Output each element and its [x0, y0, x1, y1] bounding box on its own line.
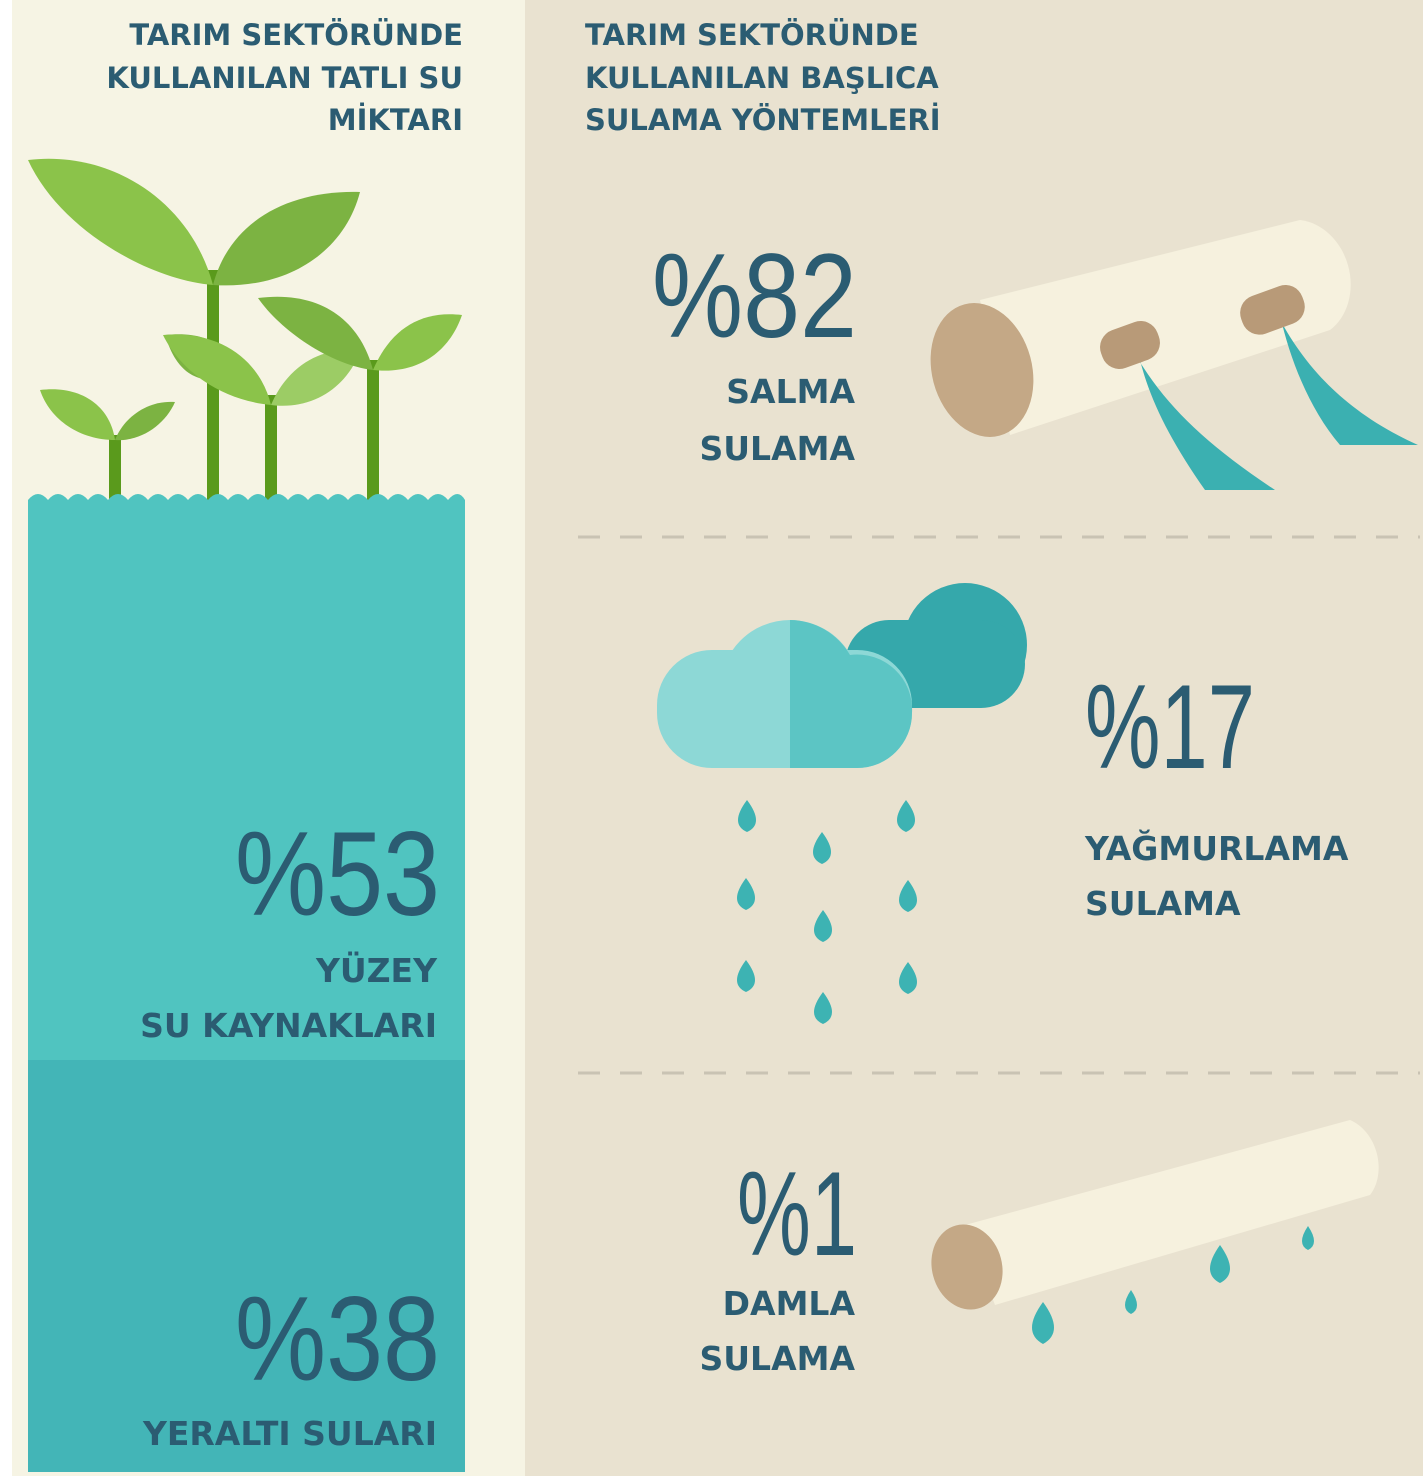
percent: %17 — [1085, 660, 1255, 794]
percent: %82 — [652, 229, 857, 363]
edge — [0, 0, 12, 1476]
label: SULAMA — [699, 1339, 855, 1378]
label: SULAMA — [699, 429, 855, 468]
title: KULLANILAN BAŞLICA — [585, 61, 939, 95]
label: YÜZEY — [315, 950, 438, 990]
title: TARIM SEKTÖRÜNDE — [129, 18, 463, 52]
percent: %38 — [235, 1272, 440, 1406]
infographic: TARIM SEKTÖRÜNDE KULLANILAN TATLI SU MİK… — [0, 0, 1423, 1476]
title: SULAMA YÖNTEMLERİ — [585, 103, 941, 137]
label: SULAMA — [1085, 884, 1241, 923]
ground-water — [28, 1060, 465, 1472]
label: SALMA — [726, 372, 855, 411]
label: YAĞMURLAMA — [1084, 828, 1349, 868]
label: SU KAYNAKLARI — [140, 1006, 437, 1045]
title: MİKTARI — [328, 103, 463, 137]
label: DAMLA — [723, 1284, 856, 1323]
percent: %1 — [737, 1147, 857, 1281]
title: TARIM SEKTÖRÜNDE — [585, 18, 919, 52]
title: KULLANILAN TATLI SU — [106, 61, 463, 95]
label: YERALTI SULARI — [142, 1414, 437, 1453]
percent: %53 — [235, 807, 440, 941]
